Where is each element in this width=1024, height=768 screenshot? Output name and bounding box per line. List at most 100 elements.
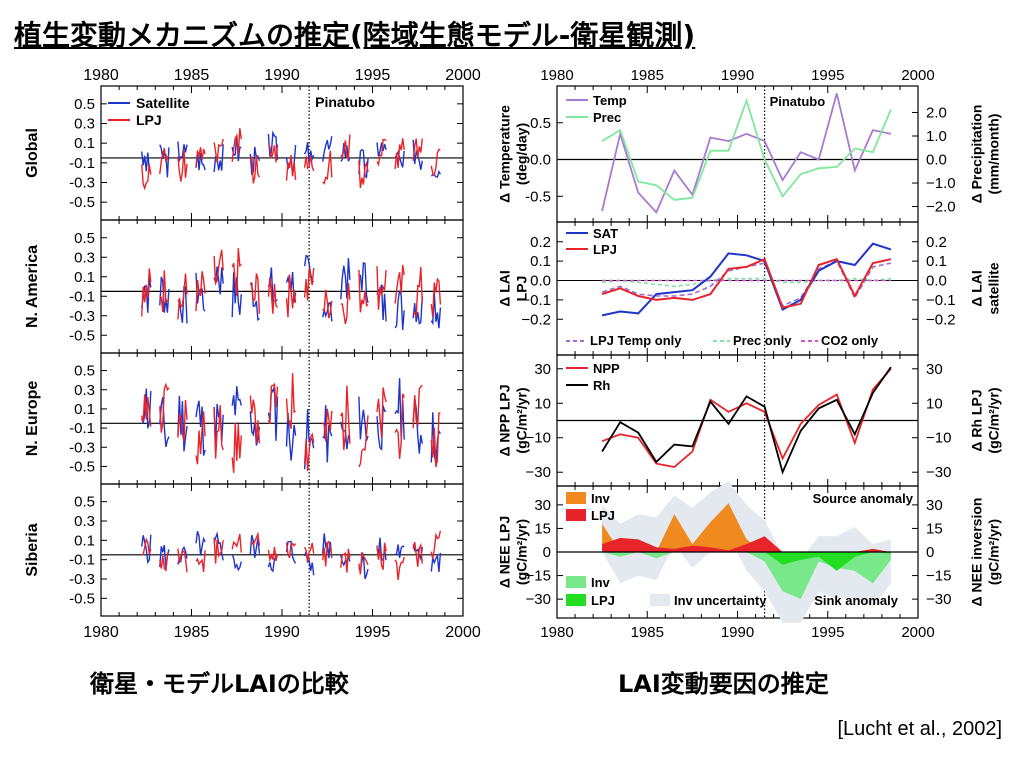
y-tick-label: 10 [534, 395, 551, 412]
y-tick-label: -0.1 [69, 288, 95, 305]
y-axis-label-right-3-line: (gC/m²/yr) [986, 519, 1002, 585]
y-axis-label-right-1-line: Δ LAI [969, 270, 985, 307]
legend-uncertainty-swatch [650, 594, 670, 606]
inv-sink-area [602, 552, 891, 600]
y-tick-label-right: −30 [926, 464, 951, 481]
y-axis-label-right-0: Δ Precipitation (mm/month) [969, 105, 1002, 204]
legend-prec-only: Prec only [733, 333, 792, 348]
y-tick-label-right: 15 [926, 520, 943, 537]
lpj-source-area [602, 536, 891, 552]
panel-frame [100, 219, 464, 354]
y-axis-label-right-0-line: Δ Precipitation [969, 105, 985, 204]
y-tick-label: 0.1 [74, 532, 95, 549]
x-tick-label: 1980 [540, 624, 573, 641]
legend-lpj: LPJ [136, 112, 162, 128]
y-axis-label-right-2-line: Δ Rh LPJ [969, 389, 985, 451]
region-label-2-line: N. Europe [24, 381, 41, 457]
y-tick-label: 0.1 [530, 253, 551, 270]
legend-lpj-source: LPJ [591, 508, 615, 523]
y-tick-label: −30 [526, 464, 551, 481]
rh-series [601, 366, 892, 475]
y-tick-label: 0.5 [74, 363, 95, 380]
temp-series [601, 93, 892, 215]
legend-satellite: Satellite [136, 95, 190, 111]
y-tick-label-right: −2.0 [926, 199, 956, 216]
x-tick-label: 1985 [174, 624, 210, 641]
y-axis-label-2-line: Δ NPP LPJ [497, 384, 513, 456]
y-tick-label-right: −1.0 [926, 175, 956, 192]
y-tick-label: -0.5 [69, 194, 95, 211]
y-tick-label: -0.5 [525, 188, 551, 205]
y-tick-label-right: 0.0 [926, 152, 947, 169]
y-tick-label: 0.1 [74, 401, 95, 418]
legend-sat: SAT [593, 226, 618, 241]
y-tick-label-right: 10 [926, 395, 943, 412]
x-tick-label: 1995 [355, 624, 391, 641]
y-tick-label: -0.1 [69, 420, 95, 437]
y-tick-label: -0.3 [69, 308, 95, 325]
y-tick-label: 15 [534, 520, 551, 537]
panel-frame [100, 352, 464, 485]
x-tick-label: 2000 [901, 67, 934, 84]
pinatubo-label: Pinatubo [770, 94, 826, 109]
y-tick-label-right: 0.0 [926, 273, 947, 290]
lpj-series [141, 128, 441, 191]
y-axis-label-3: Δ NEE LPJ (gC/m²/yr) [497, 516, 530, 588]
y-tick-label: 30 [534, 361, 551, 378]
lpj-series [141, 373, 441, 473]
region-label-2: N. Europe [24, 381, 41, 457]
y-tick-label-right: 30 [926, 361, 943, 378]
y-tick-label: -0.5 [69, 458, 95, 475]
npp-series [601, 368, 892, 468]
y-axis-label-right-2-line: (gC/m²/yr) [986, 387, 1002, 453]
y-tick-label: 0.5 [74, 230, 95, 247]
y-tick-label: 30 [534, 497, 551, 514]
y-axis-label-right-3: Δ NEE inversion (gC/m²/yr) [969, 498, 1002, 607]
y-tick-label: -0.5 [69, 590, 95, 607]
y-tick-label: −30 [526, 591, 551, 608]
x-tick-label: 1980 [540, 67, 573, 84]
y-tick-label-right: 1.0 [926, 128, 947, 145]
legend-inv-source-swatch [566, 492, 586, 504]
y-axis-label-0-line: Δ Temperature [497, 105, 513, 203]
y-tick-label: 0.0 [530, 273, 551, 290]
y-axis-label-2-line: (gC/m²/yr) [514, 387, 530, 453]
x-tick-label: 1985 [631, 624, 664, 641]
legend-uncertainty: Inv uncertainty [674, 593, 767, 608]
y-tick-label-right: −15 [926, 568, 951, 585]
x-tick-label: 1990 [721, 67, 754, 84]
y-tick-label: 0.1 [74, 135, 95, 152]
y-axis-label-right-1: Δ LAI satellite [969, 262, 1002, 314]
page-title: 植生変動メカニズムの推定(陸域生態モデル-衛星観測) [14, 19, 696, 52]
lpj-series [601, 257, 892, 309]
y-axis-label-3-line: (gC/m²/yr) [514, 519, 530, 585]
y-tick-label: -0.3 [69, 571, 95, 588]
source-anomaly-label: Source anomaly [813, 491, 914, 506]
citation: [Lucht et al., 2002] [837, 718, 1002, 740]
y-tick-label: 0.2 [530, 234, 551, 251]
y-tick-label-right: 2.0 [926, 104, 947, 121]
legend-temp: Temp [593, 93, 627, 108]
y-tick-label: -0.1 [69, 552, 95, 569]
y-tick-label: −15 [526, 568, 551, 585]
x-tick-label: 2000 [901, 624, 934, 641]
y-axis-label-right-0-line: (mm/month) [986, 114, 1002, 195]
legend-prec: Prec [593, 110, 621, 125]
y-axis-label-right-2: Δ Rh LPJ (gC/m²/yr) [969, 387, 1002, 453]
x-tick-label: 2000 [445, 67, 481, 84]
y-tick-label-right: −0.2 [926, 311, 956, 328]
region-label-0-line: Global [24, 128, 41, 178]
y-tick-label: 0.3 [74, 513, 95, 530]
legend-lpj-source-swatch [566, 509, 586, 521]
y-tick-label: -0.5 [69, 327, 95, 344]
y-axis-label-0: Δ Temperature (deg/day) [497, 105, 530, 203]
legend-npp: NPP [593, 361, 620, 376]
y-tick-label-right: −10 [926, 430, 951, 447]
y-axis-label-right-1-line: satellite [986, 262, 1002, 314]
prec-series [601, 97, 892, 201]
x-tick-label: 1980 [83, 67, 119, 84]
region-label-3-line: Siberia [24, 523, 41, 576]
y-tick-label: 0.3 [74, 116, 95, 133]
y-axis-label-1-line: Δ LAI [497, 270, 513, 307]
